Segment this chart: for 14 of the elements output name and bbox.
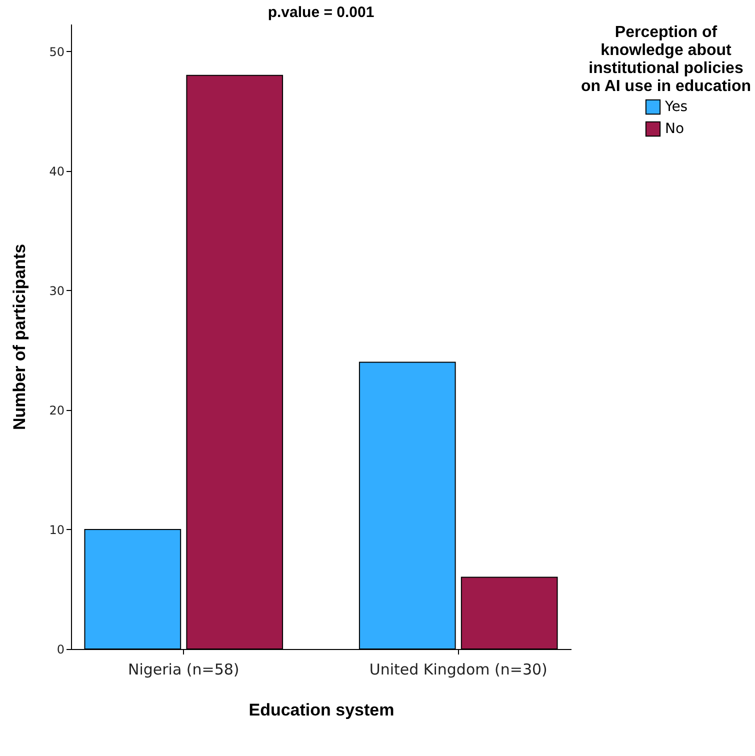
legend-label: No (665, 121, 684, 137)
y-axis-title: Number of participants (10, 244, 30, 430)
y-tick-label: 50 (49, 44, 64, 59)
y-tick-label: 30 (49, 284, 64, 298)
chart-title: p.value = 0.001 (268, 4, 374, 21)
legend-title: Perception of knowledge about institutional policies on AI use in education (580, 24, 752, 95)
x-tick-label: United Kingdom (n=30) (369, 660, 548, 678)
x-tick-label: Nigeria (n=58) (128, 660, 240, 678)
y-tick-label: 20 (49, 403, 64, 418)
y-tick-label: 10 (49, 522, 64, 537)
y-tick-label: 0 (56, 642, 64, 656)
legend-label: Yes (664, 99, 688, 115)
x-axis-title: Education system (248, 700, 394, 720)
y-tick-label: 40 (49, 164, 64, 178)
